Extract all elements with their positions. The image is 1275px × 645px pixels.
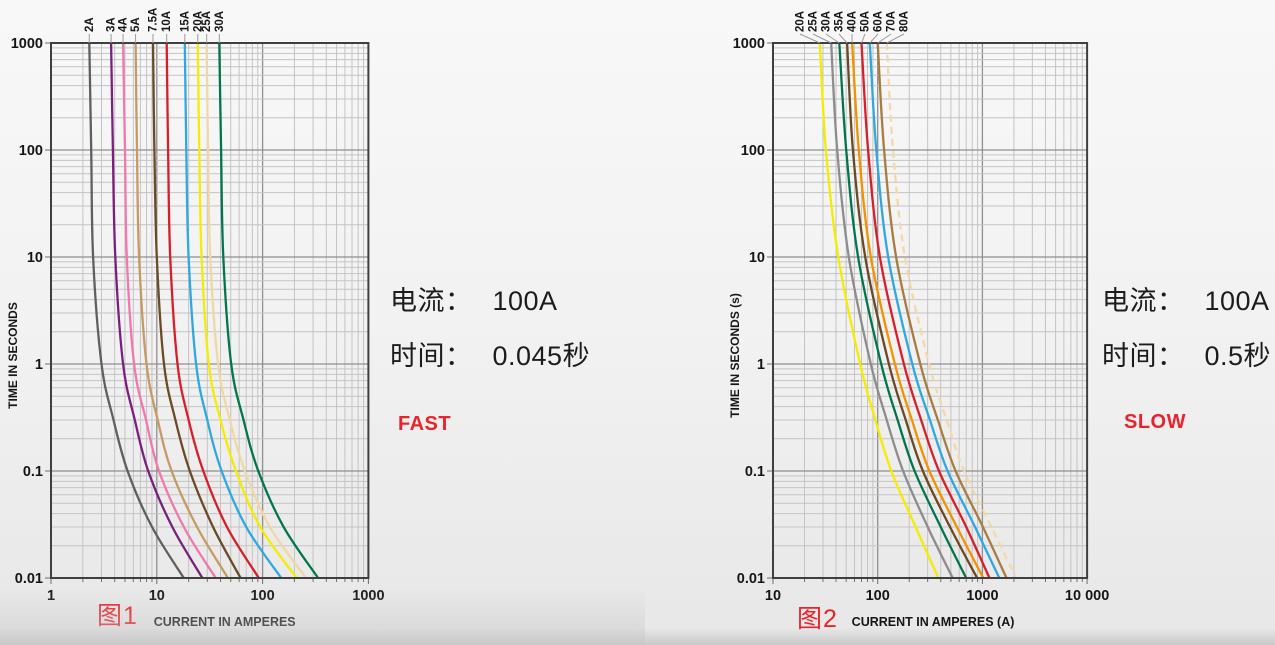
plot-border [772,42,1089,579]
time-value: 0.045秒 [492,341,591,371]
label-leader-50A [861,33,866,44]
fuse-curve-5A [134,43,229,578]
y-axis-title: TIME IN SECONDS [6,302,20,409]
current-value: 100A [492,286,558,316]
slow-chart-panel: 20A 25A 30A 35A 40A 50A 60A 70A 80A 10 100 1000 10 0… [660,0,1275,645]
slow-annotation: 电流： 100A 时间： 0.5秒 [1102,274,1271,384]
fast-current-line: 电流： 100A [390,274,590,329]
fuse-curve-25A [205,43,308,578]
fuse-curve-70A [876,43,1008,578]
curve-label-40A: 40A [847,11,859,32]
curve-label-7.5A: 7.5A [147,8,159,32]
bottom-edge-shadow [0,628,1275,645]
y-tick-label: 10 [749,250,765,266]
curve-label-15A: 15A [179,11,191,32]
label-leader-20A [799,33,821,44]
y-tick-label: 1 [757,357,765,373]
x-tick-label: 10 000 [1065,588,1109,604]
fuse-curve-80A [885,43,1018,578]
grid [767,42,1088,584]
x-axis-title: CURRENT IN AMPERES (A) [852,615,1015,629]
curve-label-20A: 20A [192,11,204,32]
fuse-curve-30A [838,43,968,578]
y-tick-label: 1000 [733,36,765,52]
label-leader-30A [825,33,840,44]
time-value: 0.5秒 [1204,341,1272,371]
fuse-curve-2A [88,43,185,578]
fuse-curve-25A [830,43,954,578]
label-leader-80A [886,33,905,44]
grid [45,42,370,584]
curve-label-2A: 2A [84,17,96,32]
curve-label-70A: 70A [886,11,898,32]
y-tick-label: 1000 [11,36,43,52]
curves [88,43,320,578]
label-leader-60A [869,33,879,44]
label-leader-25A [812,33,832,44]
fuse-curve-4A [121,43,217,578]
fuse-curve-20A [196,43,298,578]
fuse-curve-10A [165,43,260,578]
fuse-curve-60A [868,43,1001,578]
fast-speed-tag: FAST [398,413,452,435]
curve-label-5A: 5A [130,17,142,32]
curve-label-4A: 4A [118,17,130,32]
curve-label-25A: 25A [201,11,213,32]
fuse-curve-40A [850,43,985,578]
y-tick-label: 10 [27,250,43,266]
curve-label-35A: 35A [834,11,846,32]
slow-speed-tag: SLOW [1124,411,1186,433]
label-leader-70A [877,33,892,44]
fast-time-line: 时间： 0.045秒 [390,329,590,384]
y-tick-label: 0.1 [23,464,43,480]
slow-current-line: 电流： 100A [1102,274,1271,329]
curve-label-3A: 3A [106,17,118,32]
current-value: 100A [1204,286,1270,316]
curve-label-50A: 50A [860,11,872,32]
fuse-curve-35A [845,43,979,578]
y-tick-label: 0.01 [737,571,765,587]
fuse-curve-50A [860,43,991,578]
plot-border [50,42,370,579]
curve-label-60A: 60A [873,11,885,32]
curve-label-20A: 20A [795,11,807,32]
curve-label-80A: 80A [899,11,911,32]
label-leader-35A [838,33,848,44]
current-label: 电流： [390,286,473,316]
y-tick-label: 100 [741,143,765,159]
slow-time-line: 时间： 0.5秒 [1102,329,1271,384]
time-label: 时间： [1102,341,1185,371]
y-tick-label: 100 [19,143,43,159]
fuse-curve-20A [818,43,940,578]
curve-label-10A: 10A [161,11,173,32]
y-tick-label: 0.01 [15,571,43,587]
fuse-curve-3A [109,43,204,578]
x-tick-label: 100 [866,588,890,604]
time-label: 时间： [390,341,473,371]
y-axis-title: TIME IN SECONDS (s) [728,293,742,418]
x-tick-label: 10 [765,588,781,604]
x-tick-label: 1000 [966,588,998,604]
curve-label-30A: 30A [821,11,833,32]
fuse-curve-30A [218,43,320,578]
curves [818,43,1018,578]
curve-label-30A: 30A [214,11,226,32]
fast-annotation: 电流： 100A 时间： 0.045秒 [390,274,590,384]
current-label: 电流： [1102,286,1185,316]
curve-label-25A: 25A [808,11,820,32]
y-tick-label: 0.1 [745,464,765,480]
fuse-curve-15A [183,43,283,578]
y-tick-label: 1 [35,357,43,373]
slow-fuse-time-current-chart: 20A 25A 30A 35A 40A 50A 60A 70A 80A 10 100 1000 10 0… [728,11,1109,629]
fuse-curve-7.5A [151,43,242,578]
curve-labels: 20A 25A 30A 35A 40A 50A 60A 70A 80A [795,11,911,44]
